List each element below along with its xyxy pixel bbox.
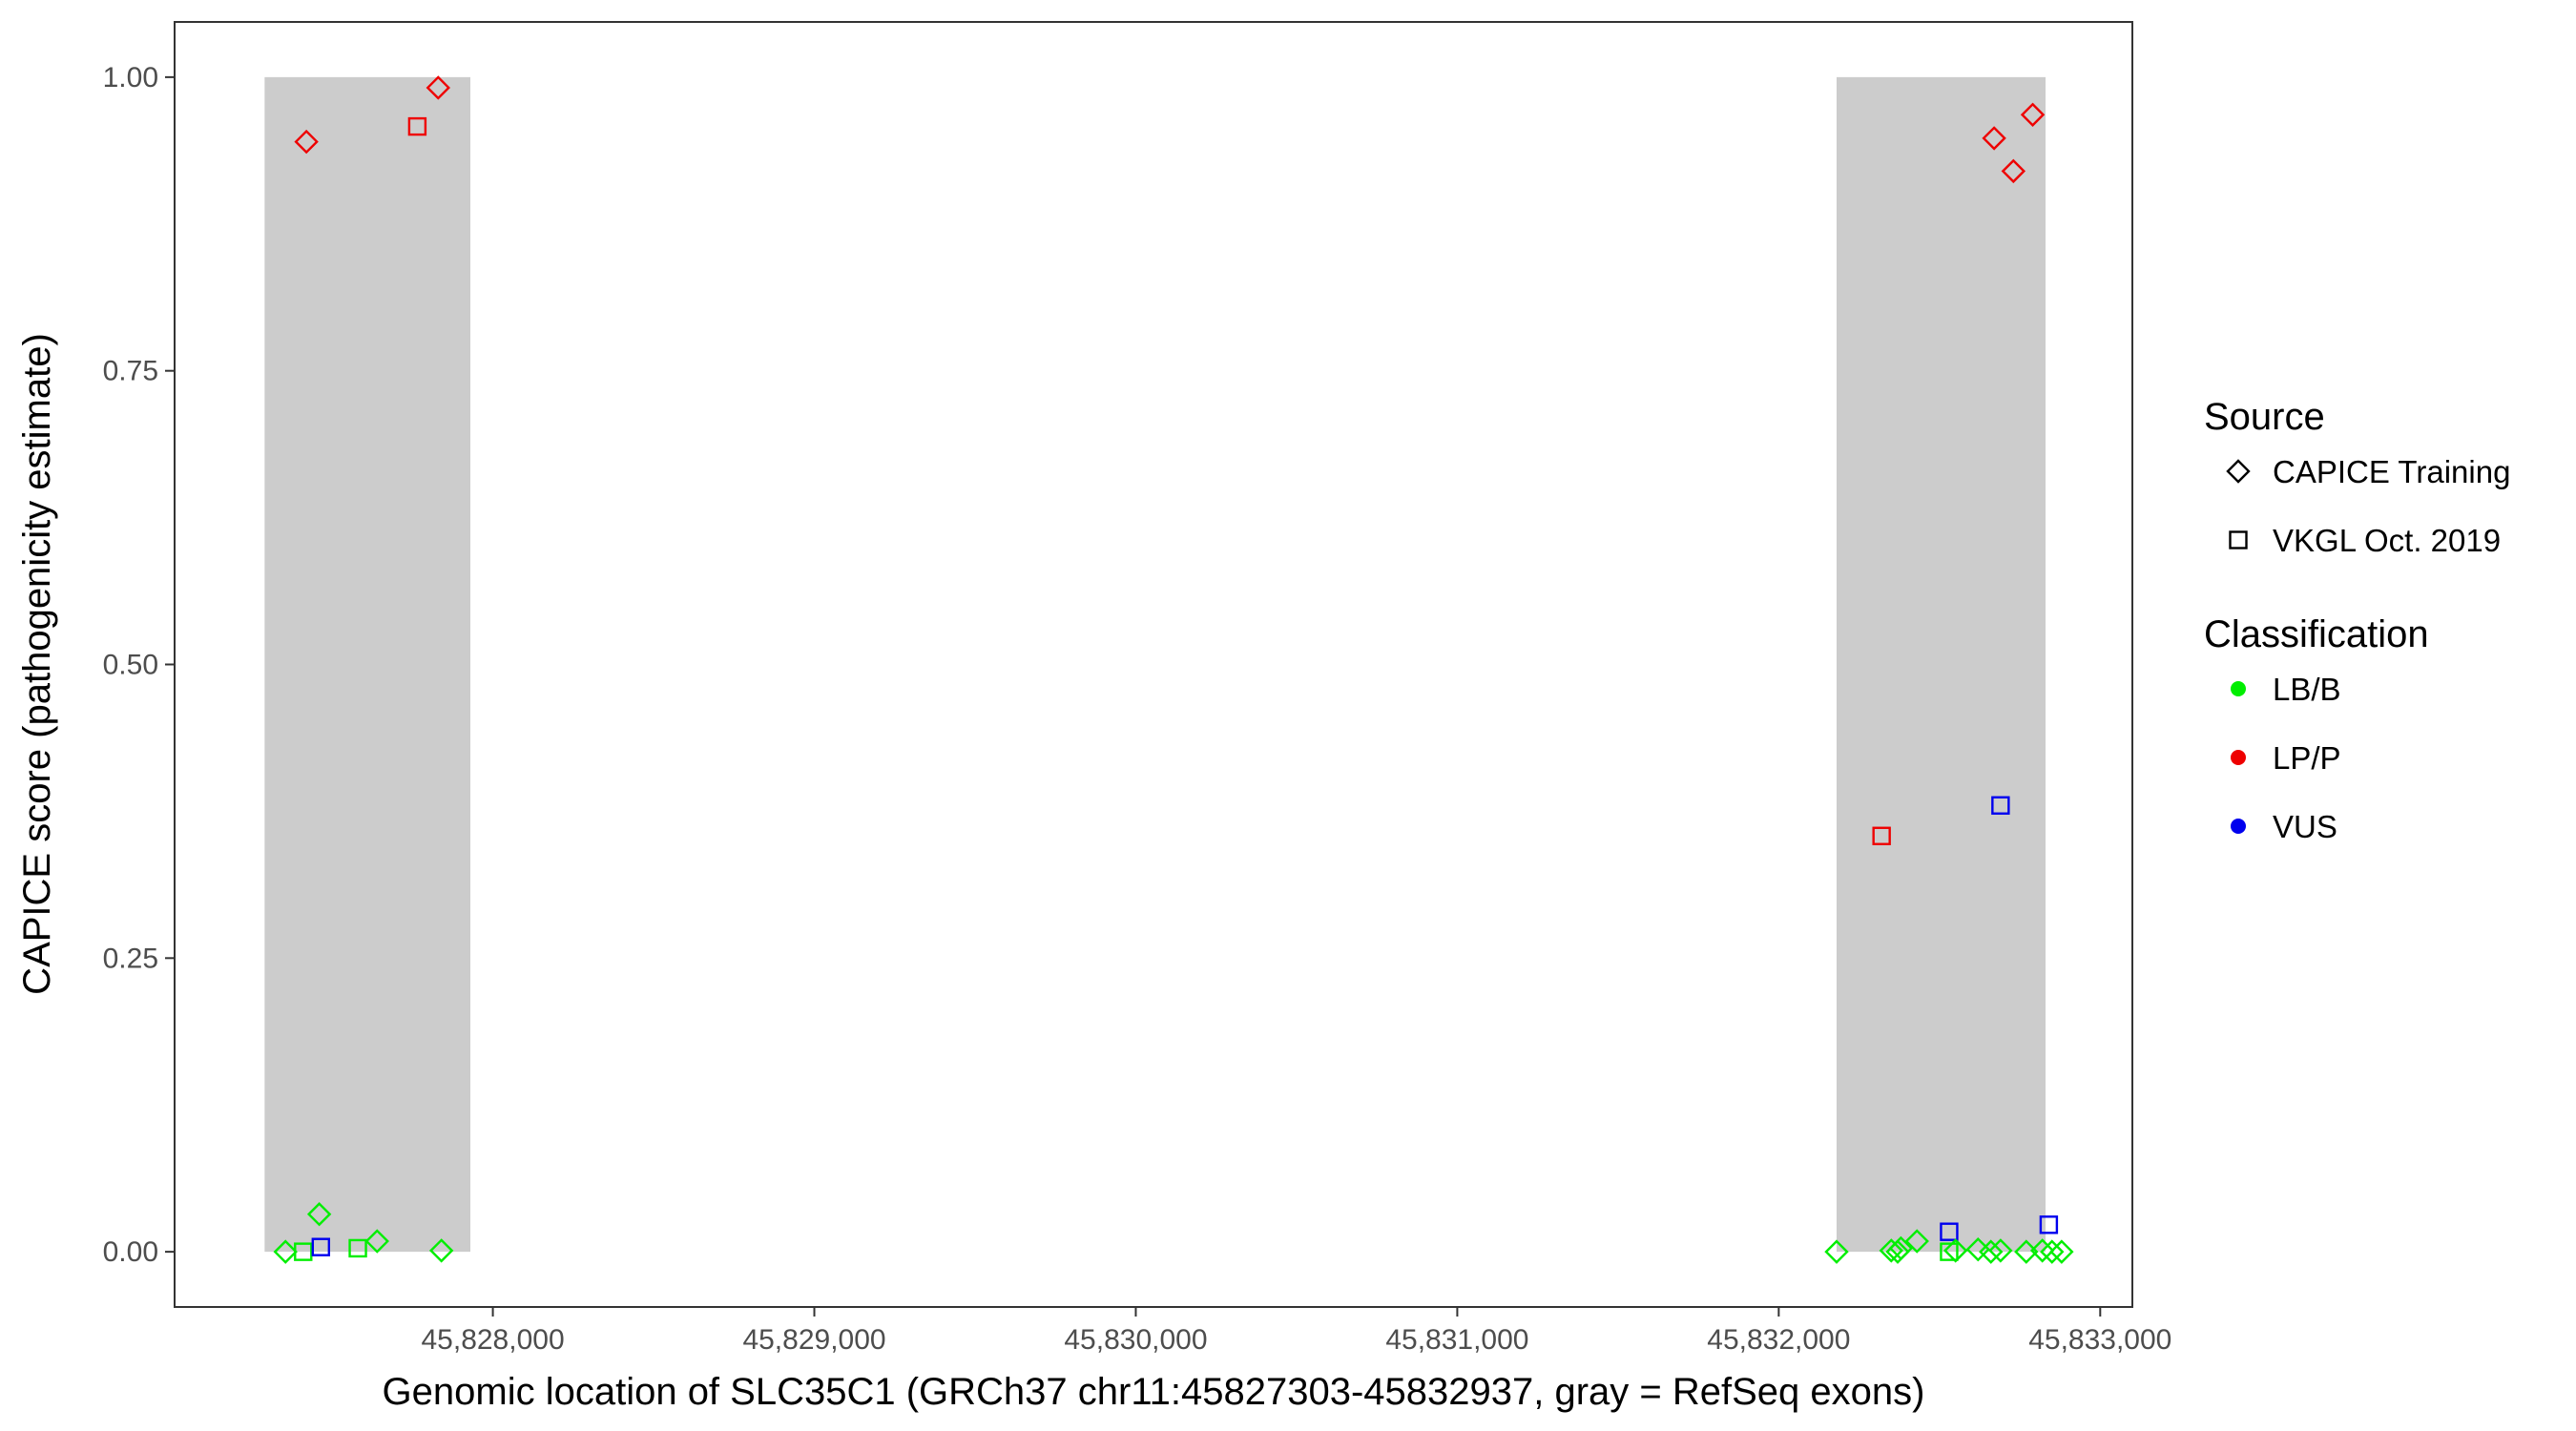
y-tick-label: 1.00 [103, 62, 158, 93]
x-tick-label: 45,831,000 [1385, 1324, 1528, 1356]
legend-title: Source [2204, 396, 2325, 438]
legend-key-dot [2231, 681, 2246, 696]
data-point [294, 129, 319, 155]
data-point [1988, 1238, 2013, 1263]
legend: Source CAPICE Training VKGL Oct. 2019 Class… [2204, 396, 2510, 844]
data-point [1940, 1242, 1959, 1261]
data-point [273, 1239, 298, 1264]
y-tick-label: 0.25 [103, 943, 158, 974]
data-point [306, 1202, 332, 1227]
legend-label: CAPICE Training [2273, 454, 2510, 489]
data-point [1991, 796, 2010, 815]
exon-layer [264, 76, 2046, 1253]
data-point [2040, 1239, 2065, 1264]
data-point [428, 1238, 454, 1263]
x-tick-label: 45,830,000 [1064, 1324, 1207, 1356]
data-point [2049, 1239, 2074, 1264]
data-point [1942, 1238, 1968, 1263]
legend-key-dot [2231, 819, 2246, 834]
legend-key-diamond [2226, 459, 2251, 484]
y-tick-label: 0.00 [103, 1236, 158, 1268]
data-point [348, 1238, 367, 1258]
x-axis-title: Genomic location of SLC35C1 (GRCh37 chr1… [383, 1371, 1925, 1413]
data-point [1879, 1238, 1903, 1263]
data-point [1940, 1222, 1959, 1241]
exon-band [1837, 76, 2046, 1253]
legend-key-square [2229, 530, 2248, 550]
data-point [2039, 1215, 2059, 1234]
data-point [294, 1242, 313, 1261]
legend-title: Classification [2204, 613, 2429, 655]
x-tick-label: 45,829,000 [742, 1324, 885, 1356]
data-point [1979, 1239, 2004, 1264]
y-axis-title: CAPICE score (pathogenicity estimate) [16, 333, 58, 995]
legend-label: VKGL Oct. 2019 [2273, 523, 2501, 558]
legend-key-dot [2231, 750, 2246, 765]
data-point [1982, 126, 2006, 151]
data-point [1872, 826, 1891, 845]
legend-label: LB/B [2273, 672, 2341, 707]
data-point [2029, 1238, 2055, 1263]
y-axis: 0.00 0.25 0.50 0.75 1.00 [103, 62, 175, 1268]
data-point [1904, 1229, 1929, 1254]
legend-label: LP/P [2273, 740, 2341, 776]
data-point [426, 75, 450, 100]
data-point [2020, 102, 2046, 127]
exon-band [264, 76, 470, 1253]
x-tick-label: 45,832,000 [1707, 1324, 1850, 1356]
x-tick-label: 45,828,000 [421, 1324, 564, 1356]
data-point [364, 1229, 389, 1254]
y-tick-label: 0.75 [103, 356, 158, 387]
data-point [2001, 158, 2026, 184]
data-point [1888, 1235, 1914, 1261]
data-point [311, 1237, 331, 1256]
legend-label: VUS [2273, 809, 2337, 844]
data-point [407, 116, 427, 136]
points-layer [273, 75, 2074, 1264]
y-tick-label: 0.50 [103, 650, 158, 681]
x-axis: 45,828,000 45,829,000 45,830,000 45,831,000… [421, 1307, 2171, 1356]
x-tick-label: 45,833,000 [2028, 1324, 2171, 1356]
data-point [1824, 1239, 1849, 1264]
